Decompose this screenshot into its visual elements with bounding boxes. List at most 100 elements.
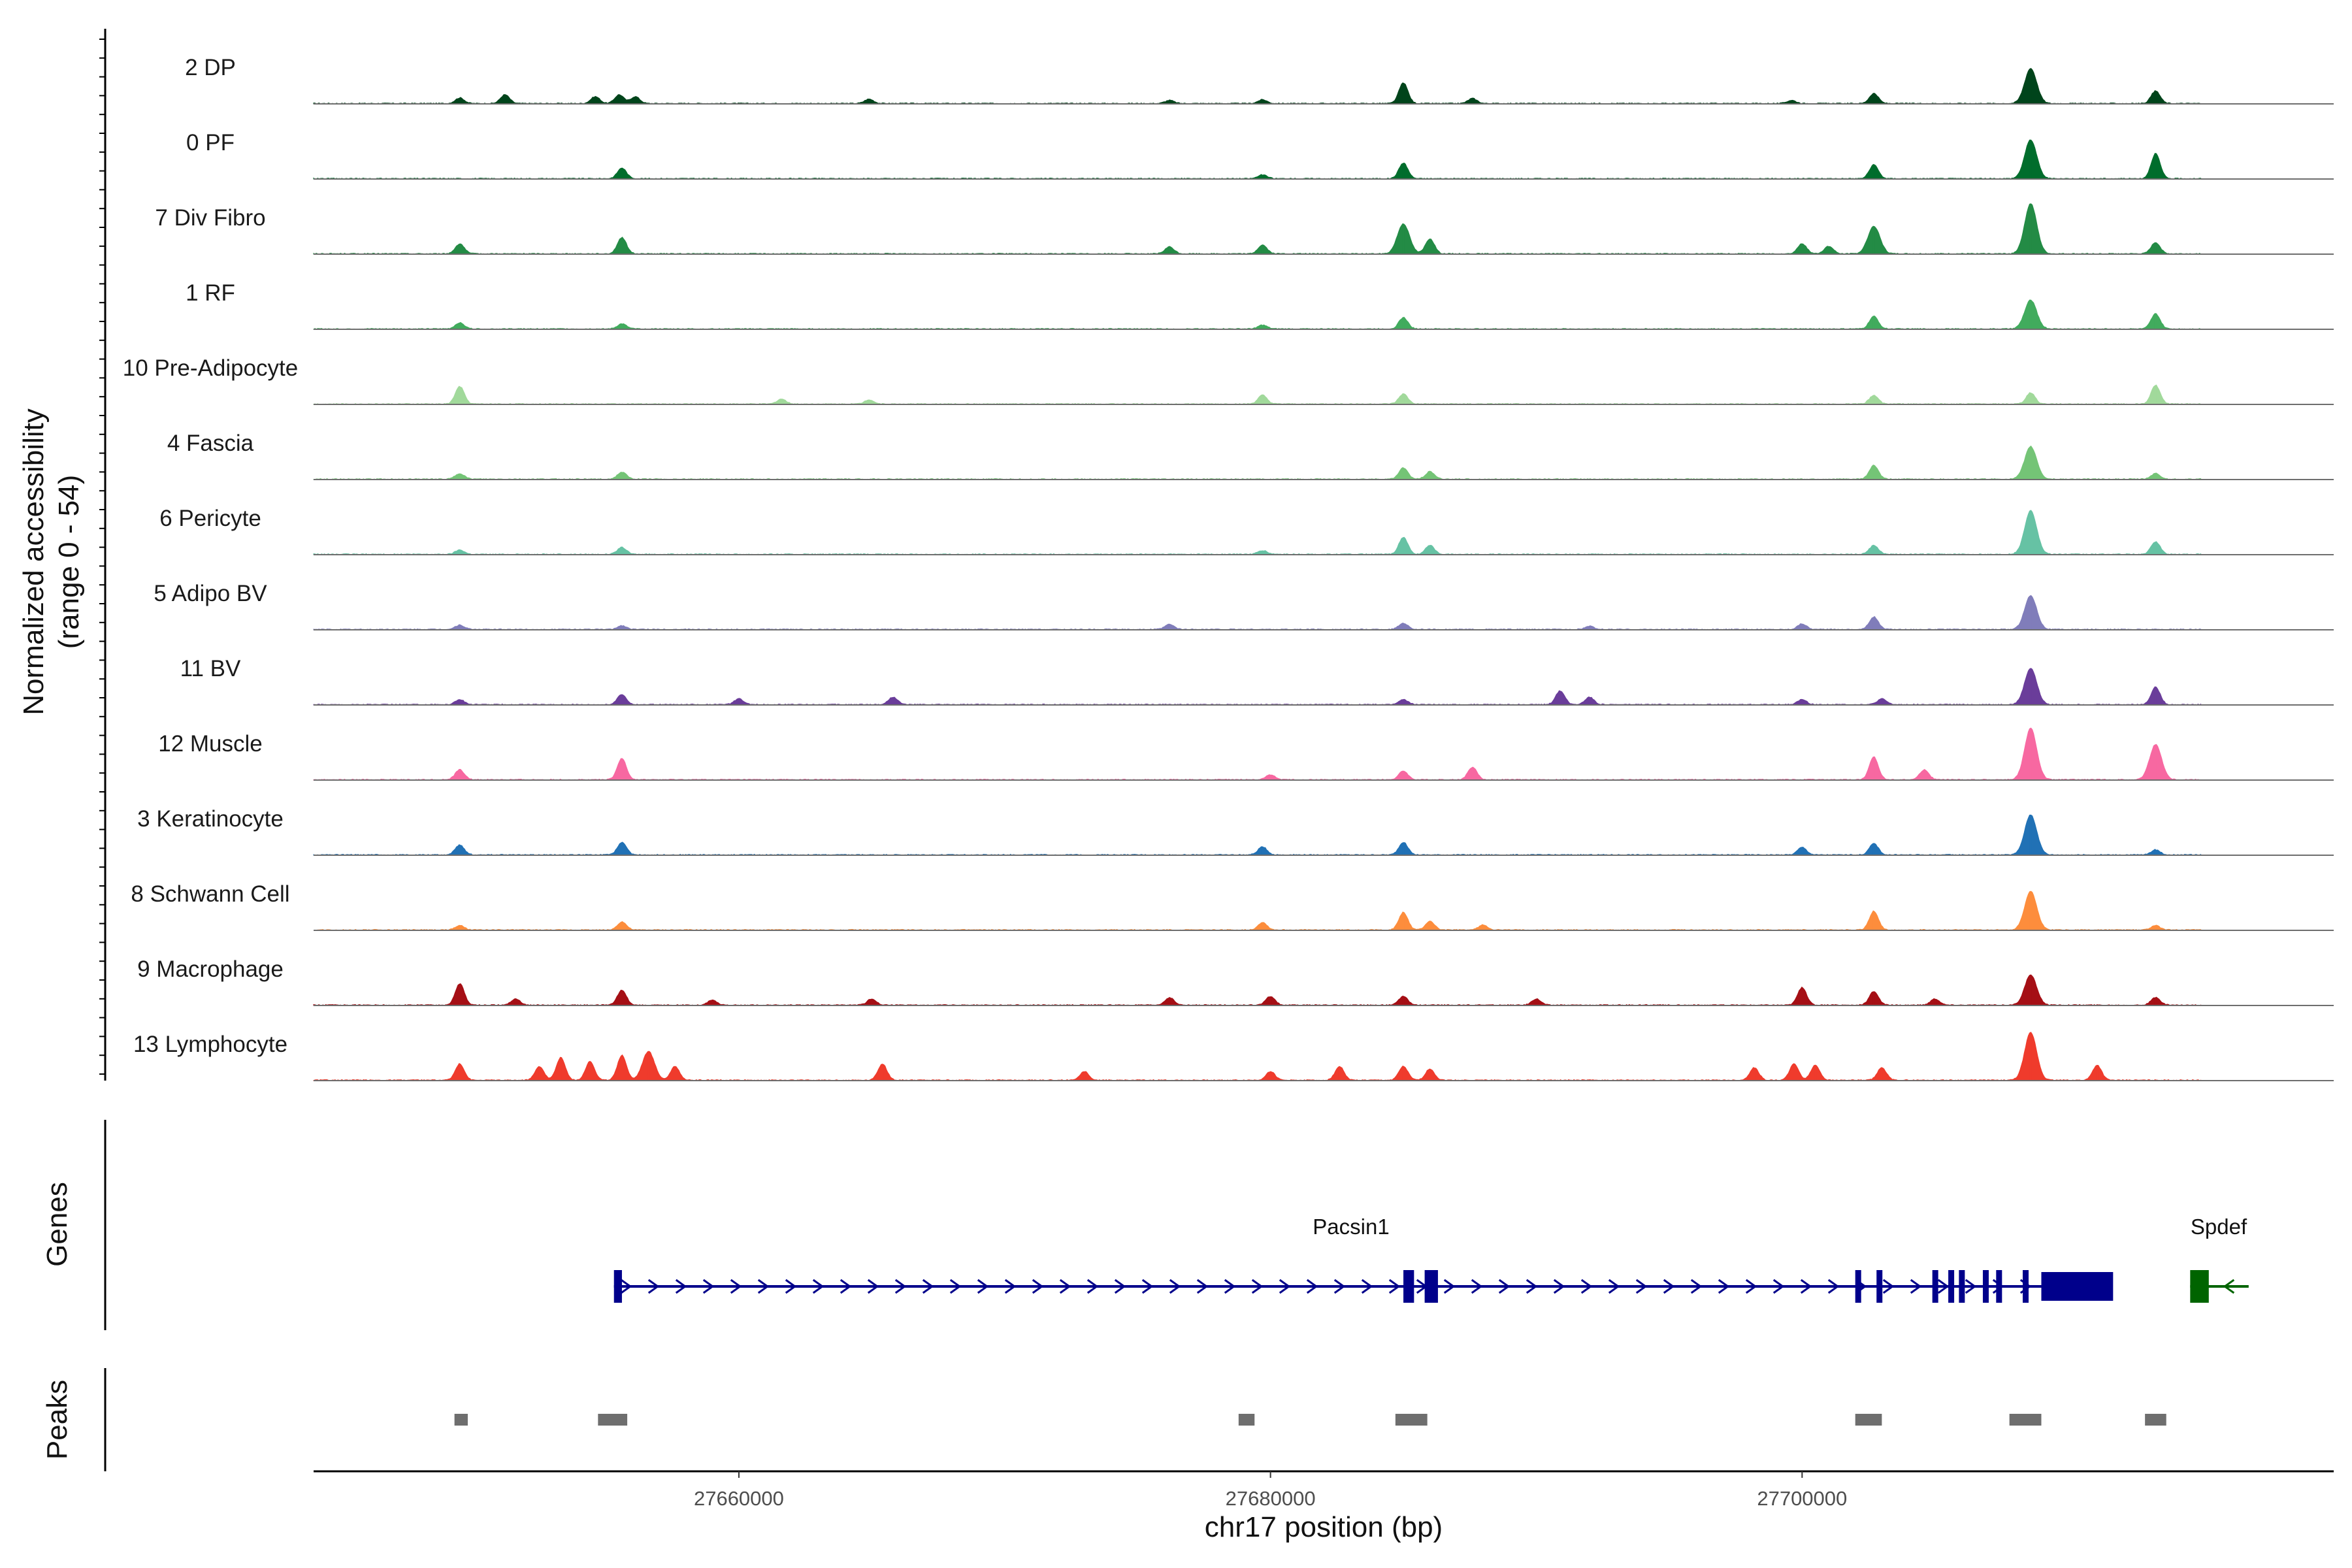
strand-arrow: [1333, 1279, 1346, 1294]
strand-arrow: [675, 1279, 687, 1294]
strand-arrow: [1635, 1279, 1648, 1294]
track-label: 8 Schwann Cell: [131, 881, 289, 907]
track-4: 1 RF: [186, 280, 2334, 330]
exon: [1876, 1270, 1883, 1303]
peaks-track-label: Peaks: [41, 1380, 73, 1460]
gene-label: Pacsin1: [1313, 1215, 1389, 1239]
exon: [613, 1270, 622, 1303]
strand-arrow: [840, 1279, 852, 1294]
gene-spdef: Spdef: [2190, 1215, 2249, 1303]
strand-arrow: [1306, 1279, 1318, 1294]
coverage-area: [313, 727, 2202, 781]
track-3: 7 Div Fibro: [155, 203, 2334, 255]
coverage-area: [313, 595, 2202, 630]
gene-label: Spdef: [2191, 1215, 2247, 1239]
exon: [2022, 1270, 2029, 1303]
strand-arrow: [1965, 1279, 1977, 1294]
track-2: 0 PF: [186, 130, 2334, 180]
track-label: 5 Adipo BV: [154, 581, 267, 606]
coverage-area: [313, 510, 2202, 555]
peak-region: [2145, 1414, 2166, 1426]
coverage-area: [313, 668, 2202, 706]
track-label: 3 Keratinocyte: [137, 806, 284, 832]
strand-arrow: [730, 1279, 742, 1294]
strand-arrow: [1498, 1279, 1511, 1294]
strand-arrow: [1718, 1279, 1730, 1294]
peak-region-track: [454, 1414, 2166, 1426]
track-11: 3 Keratinocyte: [137, 806, 2334, 856]
exon: [1996, 1270, 2002, 1303]
strand-arrow: [1800, 1279, 1812, 1294]
strand-arrow: [620, 1279, 632, 1294]
peak-region: [454, 1414, 468, 1426]
track-label: 9 Macrophage: [137, 956, 284, 982]
track-label: 12 Muscle: [158, 731, 263, 757]
track-10: 12 Muscle: [158, 727, 2334, 781]
track-label: 4 Fascia: [167, 431, 254, 456]
track-9: 11 BV: [180, 656, 2334, 706]
strand-arrow: [1251, 1279, 1264, 1294]
track-label: 0 PF: [186, 130, 235, 155]
strand-arrow: [1141, 1279, 1154, 1294]
track-8: 5 Adipo BV: [154, 581, 2334, 630]
exon: [2190, 1270, 2209, 1303]
strand-arrow: [1388, 1279, 1401, 1294]
coverage-area: [313, 299, 2202, 330]
track-12: 8 Schwann Cell: [131, 881, 2334, 931]
track-5: 10 Pre-Adipocyte: [123, 355, 2334, 405]
track-7: 6 Pericyte: [159, 506, 2334, 555]
strand-arrow: [1059, 1279, 1071, 1294]
exon: [1948, 1270, 1955, 1303]
gene-pacsin1: Pacsin1: [613, 1215, 2114, 1303]
coverage-tracks: 2 DP 0 PF 7 Div Fibro 1 RF 10 Pre-Adipocyte 4…: [123, 55, 2334, 1081]
strand-arrow: [922, 1279, 934, 1294]
coverage-y-axis-ticks: [99, 39, 105, 1075]
strand-arrow: [867, 1279, 879, 1294]
strand-arrow: [1608, 1279, 1620, 1294]
track-label: 13 Lymphocyte: [133, 1032, 287, 1057]
strand-arrow: [1580, 1279, 1593, 1294]
track-label: 11 BV: [180, 656, 241, 681]
coverage-area: [313, 814, 2202, 856]
genes-track-label: Genes: [41, 1182, 73, 1267]
strand-arrow: [1882, 1279, 1895, 1294]
coverage-area: [313, 445, 2202, 480]
track-label: 1 RF: [186, 280, 235, 306]
track-13: 9 Macrophage: [137, 956, 2334, 1006]
strand-arrow: [894, 1279, 907, 1294]
strand-arrow: [1361, 1279, 1373, 1294]
strand-arrow: [977, 1279, 989, 1294]
exon: [1424, 1270, 1438, 1303]
x-tick-label: 27680000: [1226, 1487, 1316, 1510]
strand-arrow: [1169, 1279, 1181, 1294]
peak-region: [1238, 1414, 1255, 1426]
strand-arrow: [1224, 1279, 1236, 1294]
exon: [1982, 1270, 1989, 1303]
coverage-area: [313, 1032, 2202, 1081]
track-14: 13 Lymphocyte: [133, 1032, 2334, 1081]
strand-arrow: [647, 1279, 660, 1294]
exon: [1855, 1270, 1861, 1303]
strand-arrow: [785, 1279, 797, 1294]
strand-arrow: [1663, 1279, 1675, 1294]
exon: [1932, 1270, 1938, 1303]
exon: [1959, 1270, 1965, 1303]
track-label: 10 Pre-Adipocyte: [123, 355, 298, 381]
track-label: 6 Pericyte: [159, 506, 261, 531]
strand-arrow: [757, 1279, 770, 1294]
strand-arrow: [1114, 1279, 1126, 1294]
strand-arrow: [2223, 1279, 2235, 1294]
strand-arrow: [1772, 1279, 1785, 1294]
track-label: 2 DP: [185, 55, 236, 80]
strand-arrow: [1910, 1279, 1922, 1294]
strand-arrow: [1553, 1279, 1565, 1294]
strand-arrow: [1196, 1279, 1209, 1294]
x-tick-label: 27700000: [1757, 1487, 1847, 1510]
y-axis-subtitle: (range 0 - 54): [53, 475, 85, 649]
strand-arrow: [949, 1279, 962, 1294]
strand-arrow: [1086, 1279, 1099, 1294]
strand-arrow: [1004, 1279, 1017, 1294]
coverage-area: [313, 139, 2202, 180]
exon: [2041, 1272, 2114, 1301]
